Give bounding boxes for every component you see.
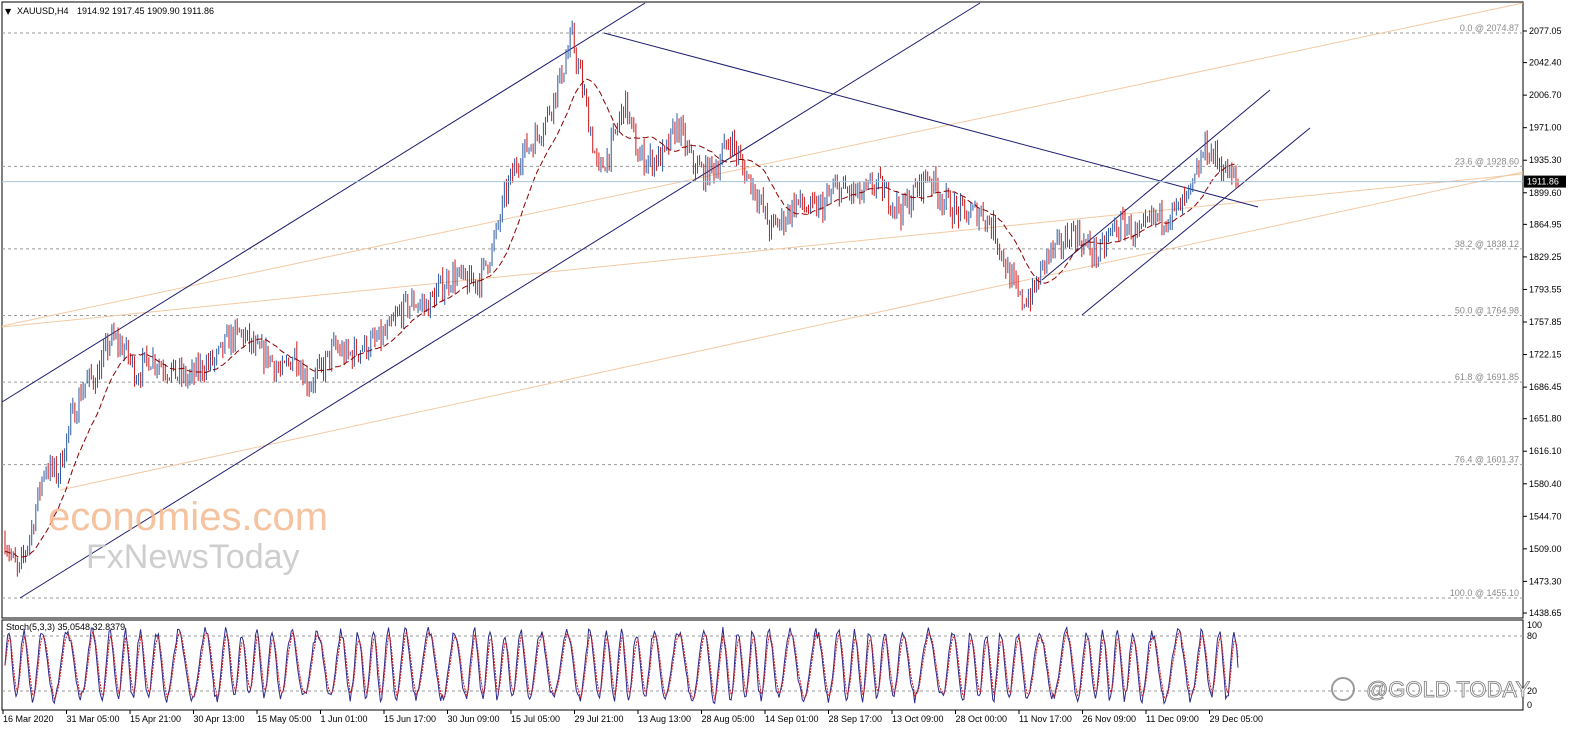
price-tick-label: 1793.55 xyxy=(1529,284,1562,294)
price-tick-label: 1935.30 xyxy=(1529,155,1562,165)
time-tick-label: 13 Oct 09:00 xyxy=(892,714,944,724)
price-axis: 2077.05 2042.40 2006.70 1971.00 1935.30 1899.… xyxy=(1523,26,1562,618)
price-tick-label: 2077.05 xyxy=(1529,26,1562,36)
price-tick-label: 1509.00 xyxy=(1529,544,1562,554)
price-tick-label: 2042.40 xyxy=(1529,58,1562,68)
fib-level-label: 61.8 @ 1691.85 xyxy=(1455,372,1519,382)
fibonacci-levels: 0.0 @ 2074.87 23.6 @ 1928.60 38.2 @ 1838.1… xyxy=(2,23,1523,599)
fan-line xyxy=(1,2,1524,327)
time-tick-label: 11 Dec 09:00 xyxy=(1146,714,1199,724)
stoch-main-line xyxy=(4,625,1239,705)
stoch-tick-80: 80 xyxy=(1527,631,1537,641)
stoch-header: Stoch(5,3,3) 35.0548 32.8379 xyxy=(6,622,125,632)
fib-level-label: 50.0 @ 1764.98 xyxy=(1455,305,1519,315)
gold-today-text: @GOLD TODAY xyxy=(1366,677,1530,702)
main-plot-frame xyxy=(1,1,1524,619)
chevron-down-icon[interactable]: ▼ xyxy=(5,7,12,16)
channel-line xyxy=(1,2,646,403)
symbol-label: XAUUSD,H4 xyxy=(17,6,69,16)
price-tick-label: 1971.00 xyxy=(1529,123,1562,133)
time-tick-label: 26 Nov 09:00 xyxy=(1083,714,1137,724)
time-tick-label: 15 Jun 17:00 xyxy=(384,714,436,724)
time-tick-label: 15 May 05:00 xyxy=(257,714,312,724)
price-tick-label: 1473.30 xyxy=(1529,576,1562,586)
fib-level-label: 76.4 @ 1601.37 xyxy=(1455,455,1519,465)
time-tick-label: 15 Jul 05:00 xyxy=(511,714,560,724)
time-tick-label: 29 Jul 21:00 xyxy=(575,714,624,724)
fan-lines xyxy=(1,2,1524,491)
moving-average-line xyxy=(4,78,1239,559)
stoch-signal-line xyxy=(4,629,1239,701)
price-tick-label: 1580.40 xyxy=(1529,479,1562,489)
stoch-tick-100: 100 xyxy=(1527,620,1542,630)
time-tick-label: 11 Nov 17:00 xyxy=(1019,714,1072,724)
price-tick-label: 1686.45 xyxy=(1529,382,1562,392)
channel-line xyxy=(19,2,981,599)
watermark-fxnewstoday: FxNewsToday xyxy=(86,538,300,576)
channel-line xyxy=(603,32,1259,208)
current-price-tag: 1911.86 xyxy=(1524,175,1566,188)
fib-level-label: 23.6 @ 1928.60 xyxy=(1455,156,1519,166)
price-tick-label: 2006.70 xyxy=(1529,90,1562,100)
time-tick-label: 31 Mar 05:00 xyxy=(67,714,120,724)
time-tick-label: 15 Apr 21:00 xyxy=(130,714,181,724)
channel-line xyxy=(1041,89,1271,281)
ohlc-values: 1914.92 1917.45 1909.90 1911.86 xyxy=(77,6,214,16)
fib-level-label: 0.0 @ 2074.87 xyxy=(1460,23,1519,33)
price-tick-label: 1544.70 xyxy=(1529,511,1562,521)
stoch-tick-0: 0 xyxy=(1527,700,1532,710)
stoch-tick-20: 20 xyxy=(1527,686,1537,696)
time-tick-label: 28 Sep 17:00 xyxy=(829,714,883,724)
trend-channels xyxy=(1,2,1311,599)
time-axis: 16 Mar 2020 31 Mar 05:00 15 Apr 21:00 30 Ap… xyxy=(2,710,1264,724)
price-tick-label: 1757.85 xyxy=(1529,317,1562,327)
price-tick-label: 1722.15 xyxy=(1529,350,1562,360)
channel-line xyxy=(1081,127,1311,316)
time-tick-label: 1 Jun 01:00 xyxy=(321,714,368,724)
price-tick-label: 1438.65 xyxy=(1529,608,1562,618)
time-tick-label: 28 Oct 00:00 xyxy=(956,714,1008,724)
gold-today-logo-icon xyxy=(1331,677,1355,701)
current-price-value: 1911.86 xyxy=(1527,177,1559,187)
fan-line xyxy=(1,173,1524,328)
price-tick-label: 1829.25 xyxy=(1529,252,1562,262)
fib-level-label: 38.2 @ 1838.12 xyxy=(1455,239,1519,249)
time-tick-label: 14 Sep 01:00 xyxy=(765,714,819,724)
time-tick-label: 29 Dec 05:00 xyxy=(1210,714,1264,724)
fib-level-label: 100.0 @ 1455.10 xyxy=(1450,588,1519,598)
price-tick-label: 1864.95 xyxy=(1529,219,1562,229)
time-tick-label: 28 Aug 05:00 xyxy=(702,714,755,724)
price-tick-label: 1616.10 xyxy=(1529,446,1562,456)
time-tick-label: 16 Mar 2020 xyxy=(3,714,54,724)
time-tick-label: 30 Apr 13:00 xyxy=(194,714,245,724)
fan-line xyxy=(59,171,1524,491)
time-tick-label: 13 Aug 13:00 xyxy=(638,714,691,724)
watermark-economies: economies.com xyxy=(48,495,328,539)
candlesticks xyxy=(4,20,1239,577)
price-tick-label: 1651.80 xyxy=(1529,414,1562,424)
time-tick-label: 30 Jun 09:00 xyxy=(448,714,500,724)
price-tick-label: 1899.60 xyxy=(1529,188,1562,198)
gold-today-watermark: @GOLD TODAY xyxy=(1331,677,1531,702)
